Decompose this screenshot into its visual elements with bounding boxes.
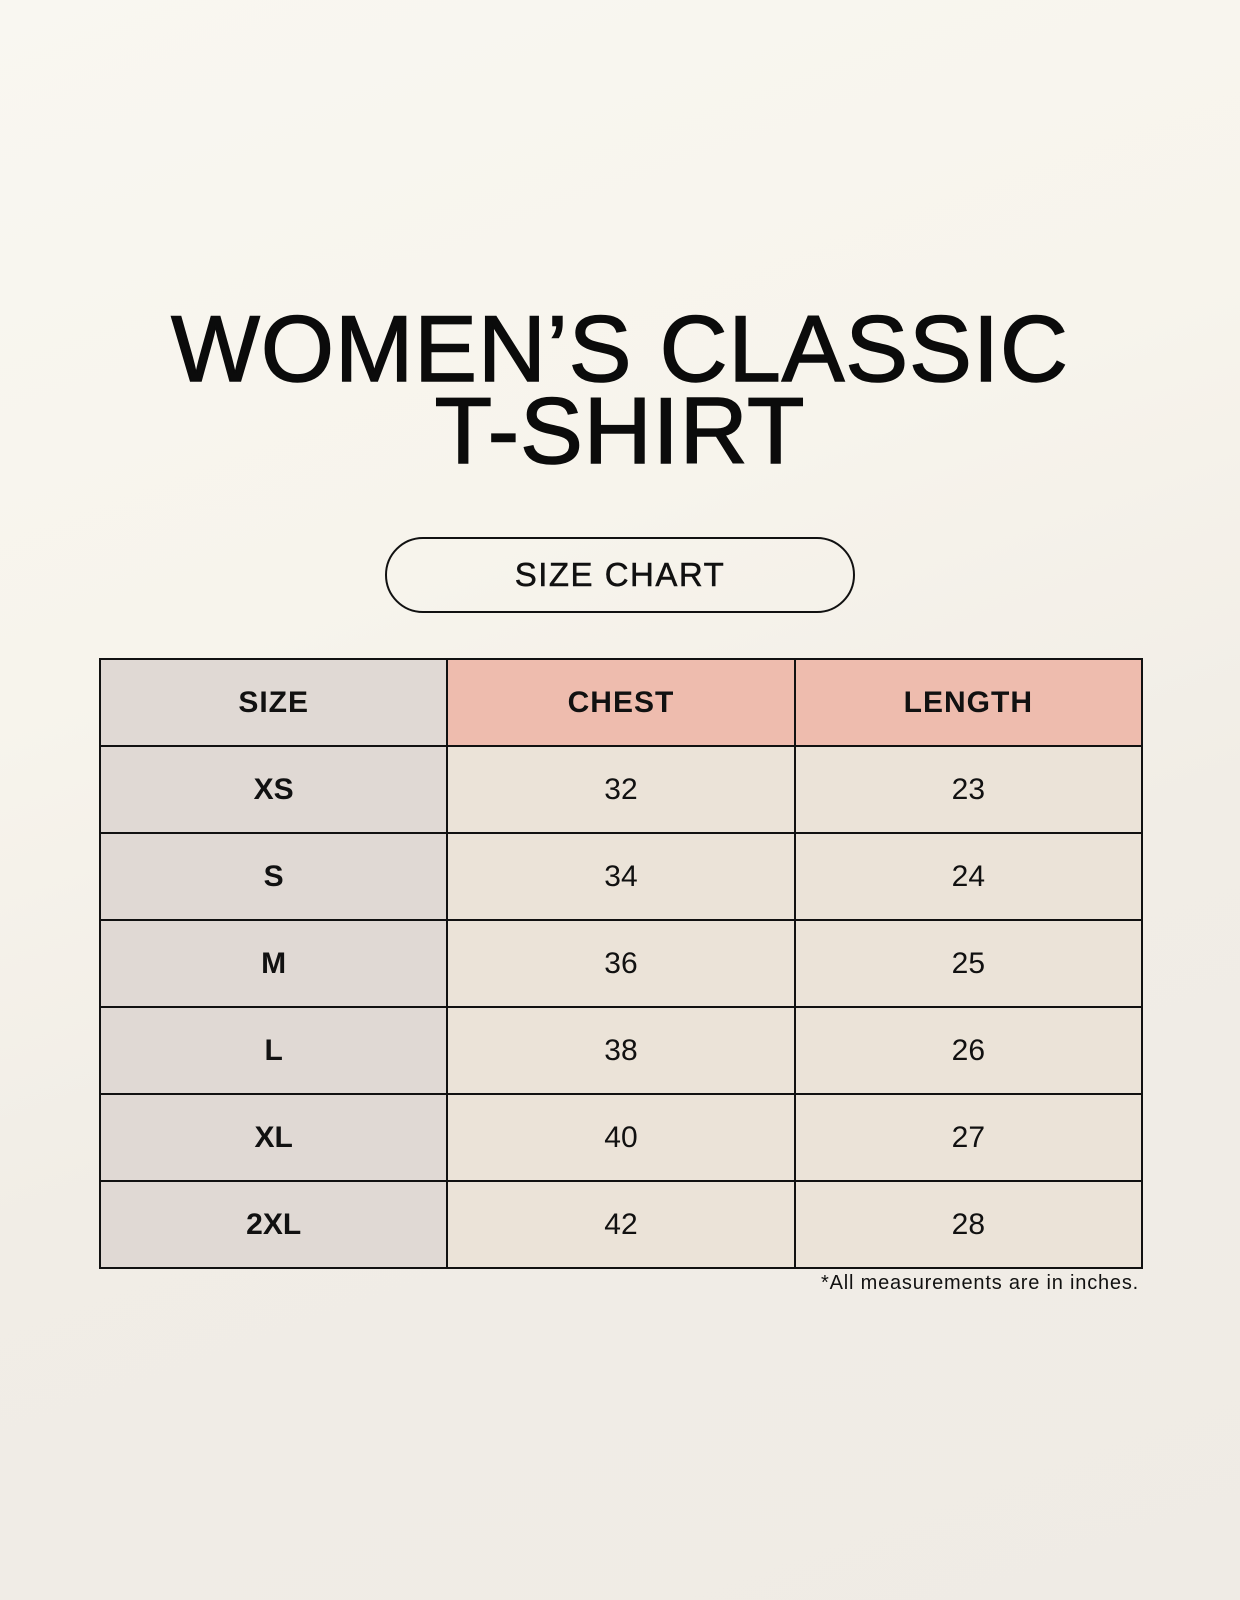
chest-cell: 36 — [446, 919, 796, 1008]
length-cell: 25 — [793, 919, 1144, 1008]
size-cell: XL — [98, 1093, 449, 1182]
table-row: L 38 26 — [98, 1006, 1144, 1095]
length-cell: 26 — [793, 1006, 1144, 1095]
table-row: 2XL 42 28 — [98, 1180, 1144, 1269]
size-cell: S — [98, 832, 449, 921]
table-row: XL 40 27 — [98, 1093, 1144, 1182]
table-row: XS 32 23 — [98, 745, 1144, 834]
header-chest: CHEST — [446, 658, 796, 747]
size-cell: 2XL — [98, 1180, 449, 1269]
table-row: M 36 25 — [98, 919, 1144, 1008]
chest-cell: 38 — [446, 1006, 796, 1095]
header-size: SIZE — [98, 658, 449, 747]
page-title: WOMEN’S CLASSIC T-SHIRT — [0, 296, 1240, 483]
chest-cell: 40 — [446, 1093, 796, 1182]
size-cell: M — [98, 919, 449, 1008]
size-chart-label: SIZE CHART — [385, 537, 855, 613]
length-cell: 23 — [793, 745, 1144, 834]
length-cell: 27 — [793, 1093, 1144, 1182]
title-line-2: T-SHIRT — [434, 378, 806, 483]
chest-cell: 42 — [446, 1180, 796, 1269]
title-line-1: WOMEN’S CLASSIC — [170, 296, 1069, 401]
footnote: *All measurements are in inches. — [821, 1272, 1139, 1294]
size-cell: XS — [98, 745, 449, 834]
size-cell: L — [98, 1006, 449, 1095]
length-cell: 24 — [793, 832, 1144, 921]
table-header-row: SIZE CHEST LENGTH — [98, 658, 1144, 747]
chest-cell: 34 — [446, 832, 796, 921]
size-table: SIZE CHEST LENGTH XS 32 23 S 34 24 M 36 25 L 38 26 X… — [98, 658, 1144, 1269]
table-row: S 34 24 — [98, 832, 1144, 921]
chest-cell: 32 — [446, 745, 796, 834]
header-length: LENGTH — [793, 658, 1144, 747]
length-cell: 28 — [793, 1180, 1144, 1269]
